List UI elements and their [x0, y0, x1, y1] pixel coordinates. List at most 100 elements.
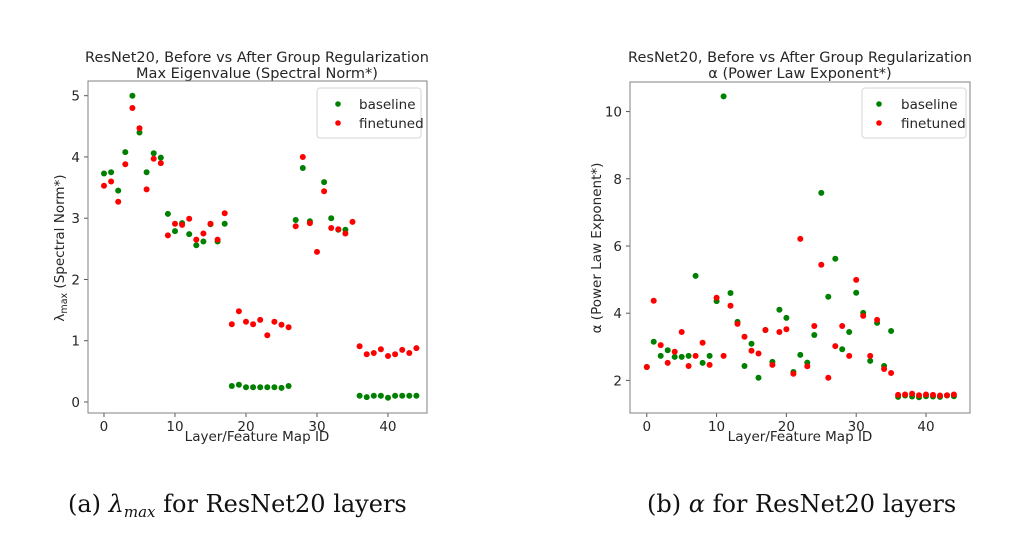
caption-b: (b) α for ResNet20 layers [647, 490, 956, 518]
point-finetuned [741, 333, 748, 340]
x-tick-label: 10 [166, 419, 183, 435]
point-finetuned [923, 391, 929, 398]
caption-b-text: for ResNet20 layers [704, 490, 957, 518]
point-finetuned [818, 261, 825, 268]
point-finetuned [108, 178, 115, 185]
point-finetuned [839, 323, 846, 329]
point-baseline [108, 169, 115, 176]
point-finetuned [804, 363, 811, 370]
point-finetuned [825, 374, 832, 381]
point-baseline [377, 392, 384, 399]
legend-marker-baseline [876, 101, 882, 107]
point-baseline [392, 392, 399, 399]
point-baseline [101, 170, 107, 177]
point-finetuned [685, 363, 692, 369]
point-baseline [129, 92, 136, 99]
y-tick-label: 0 [71, 395, 80, 411]
point-finetuned [200, 230, 207, 237]
point-baseline [783, 314, 790, 321]
point-baseline [250, 384, 257, 391]
point-baseline [299, 165, 306, 171]
point-finetuned [769, 361, 776, 368]
legend-label-baseline: baseline [901, 97, 958, 113]
point-finetuned [902, 391, 909, 398]
point-baseline [193, 242, 200, 249]
point-finetuned [250, 321, 257, 328]
point-finetuned [370, 350, 377, 356]
point-finetuned [221, 210, 228, 217]
point-finetuned [164, 232, 171, 239]
point-finetuned [207, 220, 214, 227]
x-tick-label: 40 [917, 419, 934, 435]
y-tick-label: 4 [613, 306, 622, 322]
point-finetuned [909, 390, 916, 397]
point-baseline [264, 384, 271, 391]
point-finetuned [257, 316, 264, 323]
point-baseline [235, 381, 242, 388]
caption-a: (a) λmax for ResNet20 layers [68, 490, 407, 521]
point-baseline [720, 93, 727, 100]
y-tick-label: 3 [71, 211, 80, 227]
legend-label-finetuned: finetuned [359, 116, 424, 132]
point-finetuned [860, 312, 867, 319]
point-baseline [164, 210, 171, 217]
point-finetuned [944, 392, 950, 399]
point-finetuned [278, 321, 285, 328]
point-finetuned [720, 352, 727, 359]
point-finetuned [342, 230, 349, 237]
chart-a-ylabel: λmax (Spectral Norm*) [52, 174, 70, 321]
point-finetuned [832, 343, 839, 350]
point-finetuned [748, 347, 755, 354]
x-tick-label: 40 [379, 419, 396, 435]
point-finetuned [657, 342, 664, 349]
point-finetuned [664, 359, 671, 366]
point-baseline [292, 217, 299, 223]
point-baseline [172, 228, 178, 235]
y-tick-label: 1 [71, 334, 80, 350]
point-baseline [136, 129, 143, 136]
point-baseline [385, 394, 391, 401]
point-baseline [257, 384, 264, 391]
point-finetuned [356, 343, 363, 350]
point-finetuned [888, 370, 895, 376]
point-finetuned [179, 221, 186, 228]
point-baseline [413, 392, 420, 399]
y-tick-label: 2 [71, 272, 80, 288]
point-finetuned [881, 366, 888, 372]
point-finetuned [335, 226, 342, 233]
point-finetuned [755, 350, 762, 357]
point-baseline [150, 150, 157, 157]
chart-b-title: ResNet20, Before vs After Group Regulari… [628, 50, 972, 66]
point-finetuned [363, 351, 370, 358]
point-finetuned [122, 161, 129, 168]
point-finetuned [143, 186, 150, 193]
point-baseline [228, 383, 235, 389]
point-finetuned [846, 352, 853, 359]
point-baseline [328, 215, 335, 222]
point-baseline [321, 179, 328, 186]
chart-a-frame [87, 80, 428, 414]
point-baseline [221, 220, 228, 227]
point-baseline [727, 290, 734, 296]
point-baseline [200, 238, 207, 245]
point-finetuned [186, 215, 193, 222]
point-finetuned [783, 326, 790, 333]
point-baseline [818, 189, 825, 196]
point-finetuned [762, 327, 769, 333]
y-tick-label: 6 [613, 239, 622, 255]
point-finetuned [853, 276, 860, 283]
chart-b-frame [629, 81, 971, 414]
point-finetuned [193, 236, 200, 243]
point-baseline [706, 352, 713, 359]
point-finetuned [271, 318, 278, 325]
point-baseline [356, 392, 363, 399]
point-baseline [370, 392, 377, 399]
point-finetuned [950, 391, 957, 398]
point-finetuned [790, 370, 797, 377]
chart-b-ylabel: α (Power Law Exponent*) [589, 163, 605, 334]
x-tick-label: 20 [237, 419, 254, 435]
point-finetuned [235, 308, 242, 315]
point-finetuned [930, 391, 936, 398]
point-finetuned [643, 364, 650, 370]
point-finetuned [150, 155, 157, 162]
